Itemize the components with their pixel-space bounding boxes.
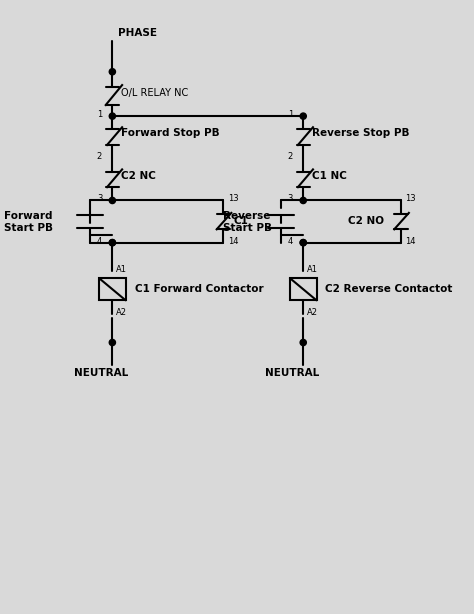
Bar xyxy=(290,278,317,300)
Text: A1: A1 xyxy=(116,265,127,274)
Text: 13: 13 xyxy=(228,195,238,203)
Text: Forward
Start PB: Forward Start PB xyxy=(4,211,53,233)
Bar xyxy=(99,278,126,300)
Circle shape xyxy=(109,239,116,246)
Text: 4: 4 xyxy=(97,236,102,246)
Text: A2: A2 xyxy=(307,308,318,317)
Text: C2 NO: C2 NO xyxy=(347,216,383,225)
Text: C1 NC: C1 NC xyxy=(312,171,347,181)
Text: O/L RELAY NC: O/L RELAY NC xyxy=(121,88,189,98)
Text: NEUTRAL: NEUTRAL xyxy=(74,368,128,378)
Text: 14: 14 xyxy=(228,236,238,246)
Circle shape xyxy=(109,239,116,246)
Circle shape xyxy=(109,113,116,119)
Circle shape xyxy=(109,340,116,346)
Circle shape xyxy=(300,340,306,346)
Circle shape xyxy=(300,197,306,204)
Circle shape xyxy=(300,239,306,246)
Text: 2: 2 xyxy=(97,152,102,161)
Text: C2 Reverse Contactot: C2 Reverse Contactot xyxy=(326,284,453,294)
Circle shape xyxy=(300,113,306,119)
Text: C1 Forward Contactor: C1 Forward Contactor xyxy=(135,284,263,294)
Text: 3: 3 xyxy=(288,195,293,203)
Text: 1: 1 xyxy=(97,110,102,119)
Text: 3: 3 xyxy=(97,195,102,203)
Text: A1: A1 xyxy=(307,265,318,274)
Text: 14: 14 xyxy=(405,236,416,246)
Text: PHASE: PHASE xyxy=(118,28,157,39)
Circle shape xyxy=(109,197,116,204)
Text: Forward Stop PB: Forward Stop PB xyxy=(121,128,220,138)
Text: C2 NC: C2 NC xyxy=(121,171,156,181)
Text: NEUTRAL: NEUTRAL xyxy=(265,368,319,378)
Text: Reverse Stop PB: Reverse Stop PB xyxy=(312,128,410,138)
Text: 4: 4 xyxy=(288,236,293,246)
Circle shape xyxy=(109,69,116,75)
Text: Reverse
Start PB: Reverse Start PB xyxy=(223,211,273,233)
Circle shape xyxy=(300,239,306,246)
Text: C1: C1 xyxy=(233,216,248,225)
Text: 1: 1 xyxy=(288,110,293,119)
Text: 2: 2 xyxy=(288,152,293,161)
Text: 13: 13 xyxy=(405,195,416,203)
Text: A2: A2 xyxy=(116,308,127,317)
